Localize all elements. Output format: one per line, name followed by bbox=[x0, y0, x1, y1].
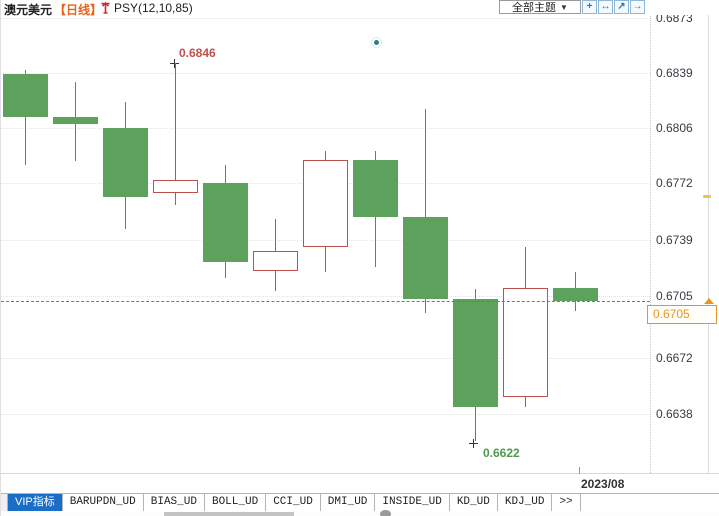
candle-down bbox=[3, 74, 48, 117]
candle-down bbox=[103, 128, 148, 197]
indicator-pin-icon bbox=[100, 1, 111, 19]
high-price-label: 0.6846 bbox=[179, 46, 216, 60]
axis-divider-line bbox=[708, 14, 709, 473]
price-gridline bbox=[1, 358, 650, 359]
candle-down bbox=[203, 183, 248, 262]
price-gridline bbox=[1, 128, 650, 129]
tab--[interactable]: >> bbox=[552, 494, 581, 511]
symbol-name: 澳元美元 bbox=[4, 3, 53, 17]
candle-down bbox=[53, 117, 98, 124]
candle-up bbox=[503, 288, 548, 397]
candle-up bbox=[153, 180, 198, 193]
tab-vip指标[interactable]: VIP指标 bbox=[8, 494, 63, 511]
current-price-line bbox=[1, 301, 650, 302]
time-axis-label: 2023/08 bbox=[581, 477, 625, 491]
axis-yellow-mark bbox=[703, 195, 711, 198]
high-cross-marker bbox=[170, 59, 179, 68]
chevron-down-icon: ▼ bbox=[560, 2, 568, 12]
indicator-label: PSY(12,10,85) bbox=[114, 1, 193, 15]
fit-x-axis-icon[interactable]: ↔ bbox=[598, 0, 613, 14]
price-gridline bbox=[1, 414, 650, 415]
candle-up bbox=[253, 251, 298, 271]
scale-chart-icon[interactable]: ↗ bbox=[614, 0, 629, 14]
low-cross-marker bbox=[469, 439, 478, 448]
candlestick-chart[interactable]: 0.6846 0.6622 bbox=[1, 14, 650, 473]
tab-boll_ud[interactable]: BOLL_UD bbox=[205, 494, 267, 511]
chart-toolbar: + ↔ ↗ → bbox=[582, 0, 645, 14]
price-gridline bbox=[1, 18, 650, 19]
horizontal-scrollbar[interactable] bbox=[1, 510, 719, 516]
scrollbar-thumb[interactable] bbox=[164, 510, 391, 516]
tab-kdj_ud[interactable]: KDJ_UD bbox=[498, 494, 553, 511]
candle-down bbox=[553, 288, 598, 301]
tab-inside_ud[interactable]: INSIDE_UD bbox=[375, 494, 450, 511]
price-tick-label: 0.6705 bbox=[656, 289, 693, 303]
price-tick-label: 0.6806 bbox=[656, 121, 693, 135]
time-axis-tick bbox=[579, 467, 580, 474]
price-tick-label: 0.6638 bbox=[656, 407, 693, 421]
tab-bias_ud[interactable]: BIAS_UD bbox=[144, 494, 205, 511]
crosshair-icon[interactable]: + bbox=[582, 0, 597, 14]
tab-cci_ud[interactable]: CCI_UD bbox=[266, 494, 321, 511]
candle-wick-up bbox=[175, 63, 176, 205]
low-price-label: 0.6622 bbox=[483, 446, 520, 460]
price-axis: 0.6873 0.6839 0.6806 0.6772 0.6739 0.6705 0.66… bbox=[650, 11, 719, 473]
candle-down bbox=[403, 217, 448, 299]
price-tick-label: 0.6839 bbox=[656, 66, 693, 80]
chart-header: 澳元美元 【日线】 PSY(12,10,85) 全部主题 ▼ + ↔ ↗ → bbox=[1, 0, 719, 17]
scrollbar-knob[interactable] bbox=[380, 510, 391, 516]
candle-down bbox=[353, 160, 398, 217]
indicator-tab-bar: VIP指标 BARUPDN_UD BIAS_UD BOLL_UD CCI_UD DMI_U… bbox=[1, 493, 719, 511]
candle-wick-down bbox=[425, 109, 426, 313]
candle-down bbox=[453, 299, 498, 407]
price-gridline bbox=[1, 296, 650, 297]
theme-dropdown[interactable]: 全部主题 ▼ bbox=[499, 0, 581, 14]
price-tick-label: 0.6772 bbox=[656, 176, 693, 190]
theme-dropdown-label: 全部主题 bbox=[512, 2, 557, 14]
tab-kd_ud[interactable]: KD_UD bbox=[450, 494, 498, 511]
pan-right-icon[interactable]: → bbox=[630, 0, 645, 14]
candle-wick-down bbox=[25, 70, 26, 165]
chart-marker-dot bbox=[371, 37, 382, 48]
price-gridline bbox=[1, 73, 650, 74]
tab-scroll-left-button[interactable] bbox=[1, 494, 8, 511]
candle-up bbox=[303, 160, 348, 247]
time-axis: 2023/08 bbox=[1, 467, 719, 493]
period-label: 【日线】 bbox=[54, 3, 103, 17]
tab-dmi_ud[interactable]: DMI_UD bbox=[321, 494, 376, 511]
tab-barupdn_ud[interactable]: BARUPDN_UD bbox=[63, 494, 144, 511]
price-tick-label: 0.6672 bbox=[656, 351, 693, 365]
current-price-badge: 0.6705 bbox=[647, 305, 717, 324]
current-price-arrow-icon bbox=[704, 298, 714, 304]
price-tick-label: 0.6739 bbox=[656, 233, 693, 247]
